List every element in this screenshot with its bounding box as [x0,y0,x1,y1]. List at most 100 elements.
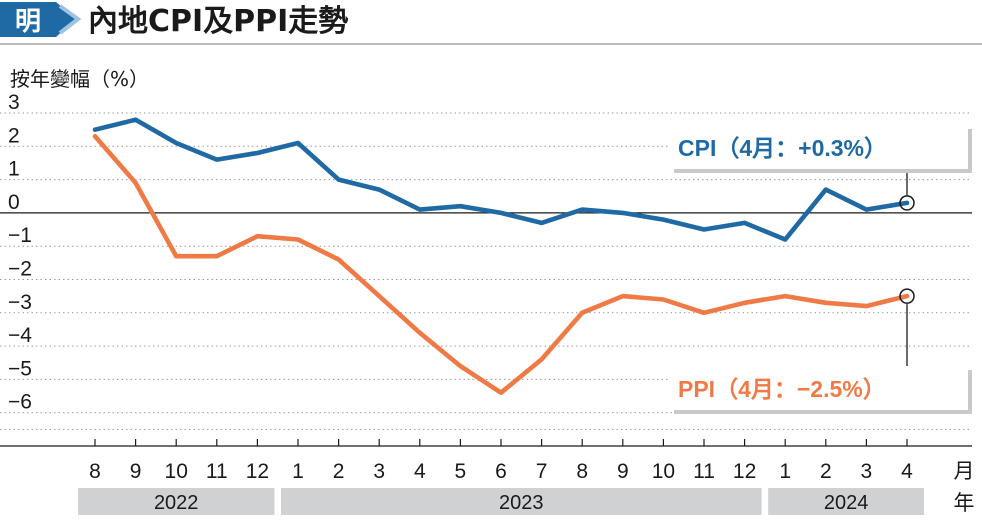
data-point-cpi [336,177,341,182]
y-tick-label: −3 [8,291,32,314]
data-point-cpi [742,220,747,225]
logo-badge: 明 [0,2,82,37]
data-point-ppi [823,300,828,305]
year-label: 2023 [499,492,544,514]
data-point-ppi [377,294,382,299]
data-point-ppi [174,254,179,259]
x-tick-label: 2 [820,460,832,483]
data-point-cpi [458,204,463,209]
x-tick-label: 12 [246,460,269,483]
year-band [78,488,275,515]
callouts: CPI（4月：+0.3%） PPI（4月：−2.5%） [670,125,972,414]
data-point-ppi [255,234,260,239]
data-point-ppi [93,134,97,139]
x-tick-label: 10 [165,460,188,483]
data-point-cpi [620,210,625,215]
data-point-cpi [417,207,422,212]
series-layer [92,117,910,396]
y-tick-label: 1 [8,158,20,181]
y-tick-label: −4 [8,324,32,347]
y-axis-label: 按年變幅（%） [10,67,149,91]
x-unit-month: 月 [954,460,975,483]
data-point-cpi [864,207,869,212]
data-point-ppi [864,304,869,309]
x-tick-label: 10 [652,460,675,483]
data-point-cpi [499,210,503,215]
data-point-ppi [336,257,341,262]
y-tick-label: 0 [8,191,20,214]
callout-cpi: CPI（4月：+0.3%） [670,125,972,211]
x-tick-label: 1 [779,460,791,483]
data-point-cpi [255,150,260,155]
data-point-cpi [539,220,544,225]
data-point-cpi [296,140,300,145]
callout-label: PPI（4月：−2.5%） [678,376,886,402]
x-tick-label: 3 [861,460,873,483]
data-point-ppi [702,310,706,315]
y-tick-label: 2 [8,124,20,147]
data-point-cpi [214,157,219,162]
y-tick-labels: 3 2 1 0 −1 −2 −3 −4 −5 −6 [8,91,32,414]
data-point-ppi [417,330,422,335]
data-point-cpi [93,127,97,132]
data-point-cpi [661,217,666,222]
data-point-ppi [214,254,219,259]
data-point-cpi [377,187,382,192]
data-point-ppi [133,180,138,185]
y-tick-label: −6 [8,391,32,414]
chart-title: 內地CPI及PPI走勢 [88,4,348,39]
data-point-ppi [783,294,788,299]
callout-ppi: PPI（4月：−2.5%） [670,288,972,414]
y-tick-label: −1 [8,224,32,247]
year-label: 2022 [154,492,199,514]
series-line-ppi [92,134,910,396]
callout-marker [899,195,915,211]
data-point-ppi [742,300,747,305]
x-tick-label: 2 [333,460,345,483]
data-point-ppi [580,310,585,315]
data-point-ppi [296,237,300,242]
year-label: 2024 [824,492,869,514]
callout-box [670,125,968,169]
data-point-cpi [783,237,788,242]
x-tick-label: 4 [901,460,913,483]
x-tick-label: 6 [495,460,507,483]
callout-box [670,366,968,410]
x-tick-label: 11 [693,460,715,483]
x-tick-label: 9 [617,460,629,483]
x-tick-label: 5 [455,460,467,483]
y-tick-label: 3 [8,91,20,114]
logo-char: 明 [15,7,41,37]
data-point-cpi [174,140,179,145]
data-point-ppi [539,357,544,362]
y-tick-label: −2 [8,258,32,281]
data-point-ppi [661,297,666,302]
series-ppi [92,134,910,396]
series-cpi [92,117,910,242]
data-point-cpi [905,200,909,205]
data-point-ppi [499,390,503,395]
year-band [281,488,762,515]
x-tick-label: 8 [89,460,101,483]
x-tick-label: 8 [576,460,588,483]
x-tick-label: 3 [373,460,385,483]
data-point-cpi [133,117,138,122]
x-tick-label: 12 [733,460,756,483]
x-unit-year: 年 [954,492,975,515]
x-tick-label: 4 [414,460,426,483]
data-point-ppi [905,294,909,299]
callout-label: CPI（4月：+0.3%） [678,135,887,161]
year-band [768,488,924,515]
x-tick-label: 11 [206,460,228,483]
callout-marker [899,288,915,304]
data-point-cpi [823,187,828,192]
x-tick-label: 7 [536,460,548,483]
data-point-cpi [702,227,706,232]
y-tick-label: −5 [8,357,32,380]
x-tick-label: 1 [292,460,304,483]
x-tick-label: 9 [130,460,142,483]
data-point-cpi [580,207,585,212]
data-point-ppi [620,294,625,299]
